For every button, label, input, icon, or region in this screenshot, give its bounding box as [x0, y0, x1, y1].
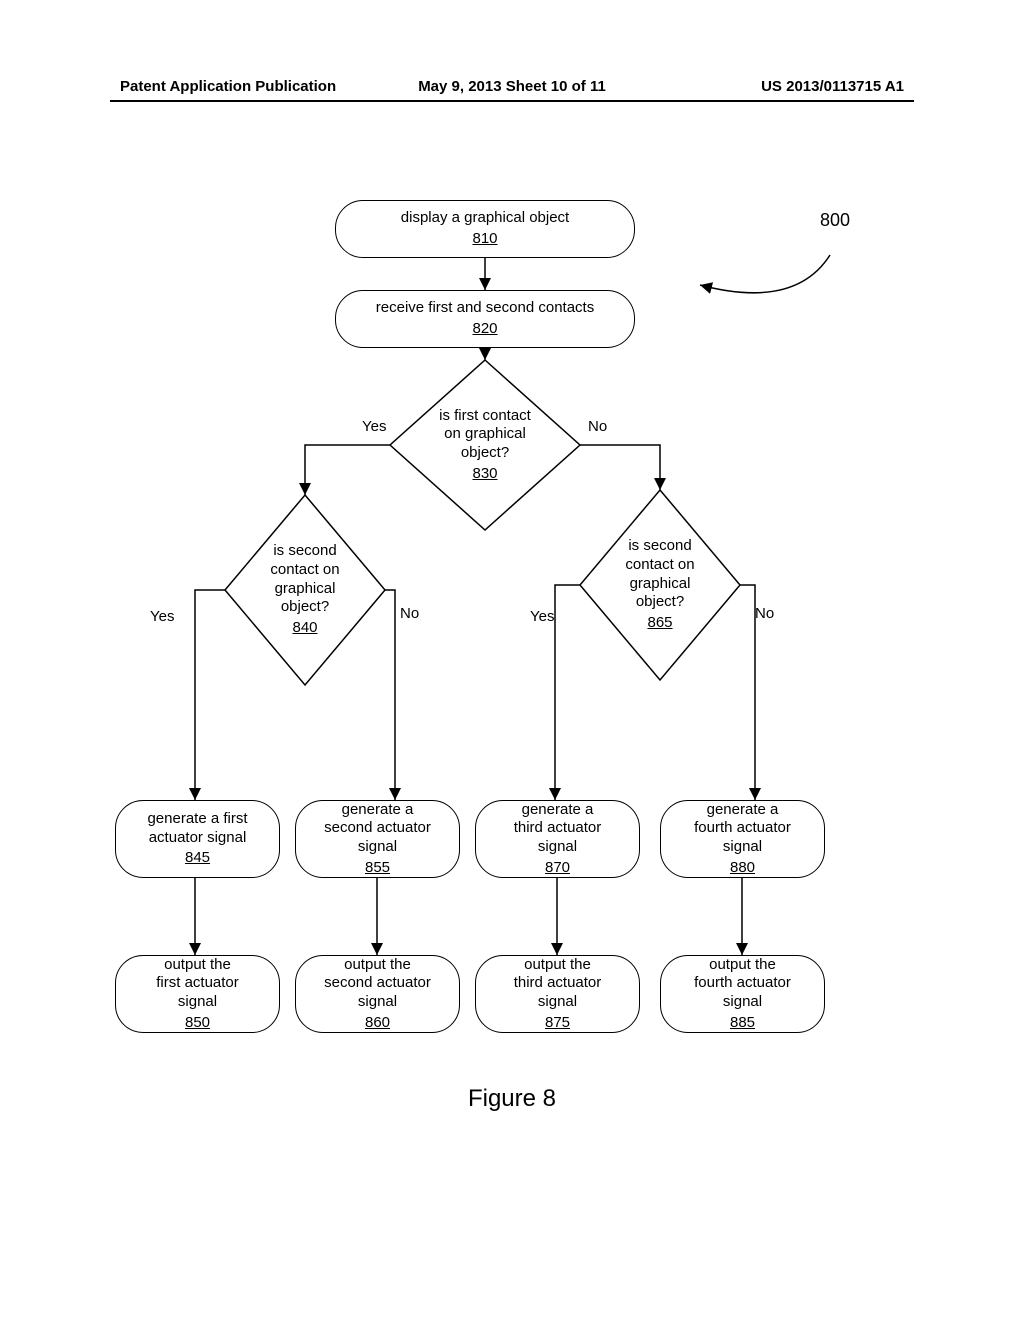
edge-label-e840no: No [400, 605, 419, 622]
edge-label-e865yes: Yes [530, 608, 554, 625]
flow-node-875: output thethird actuatorsignal875 [475, 955, 640, 1033]
edge-label-e840yes: Yes [150, 608, 174, 625]
flow-node-850: output thefirst actuatorsignal850 [115, 955, 280, 1033]
edge-label-e830yes: Yes [362, 418, 386, 435]
figure-reference-number: 800 [820, 210, 850, 231]
flow-node-870: generate athird actuatorsignal870 [475, 800, 640, 878]
flow-node-860: output thesecond actuatorsignal860 [295, 955, 460, 1033]
edge-label-e830no: No [588, 418, 607, 435]
edge-label-e865no: No [755, 605, 774, 622]
flowchart-svg [0, 0, 1024, 1320]
figure-caption: Figure 8 [0, 1085, 1024, 1113]
flow-node-855: generate asecond actuatorsignal855 [295, 800, 460, 878]
flow-node-820: receive first and second contacts820 [335, 290, 635, 348]
page: Patent Application Publication May 9, 20… [0, 0, 1024, 1320]
flow-node-810: display a graphical object810 [335, 200, 635, 258]
flow-node-885: output thefourth actuatorsignal885 [660, 955, 825, 1033]
flow-node-845: generate a firstactuator signal845 [115, 800, 280, 878]
flow-node-880: generate afourth actuatorsignal880 [660, 800, 825, 878]
